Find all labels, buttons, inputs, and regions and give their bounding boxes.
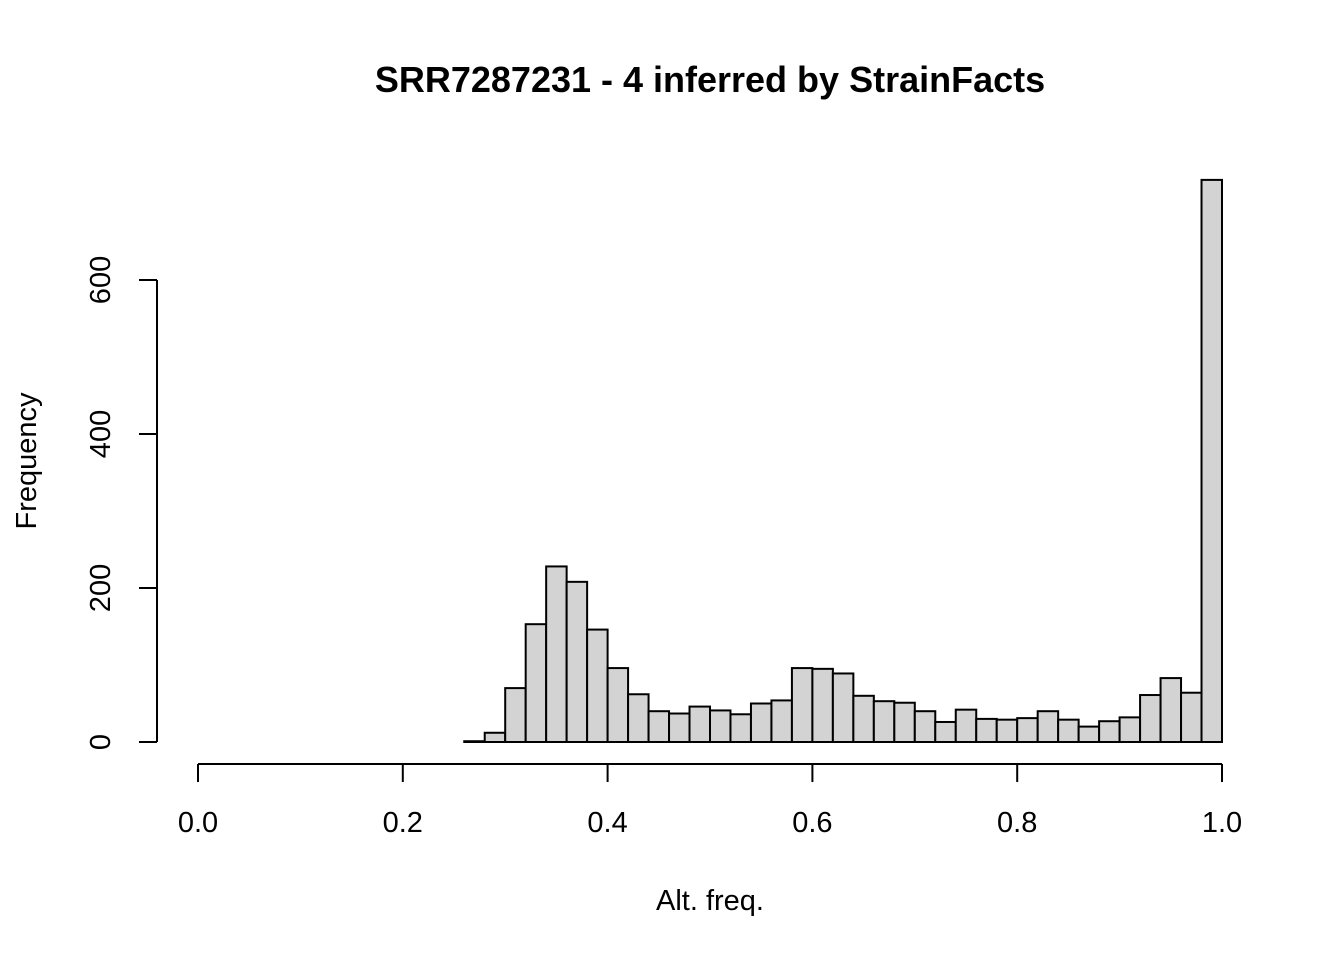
histogram-bar — [1180, 691, 1203, 743]
chart-title: SRR7287231 - 4 inferred by StrainFacts — [375, 59, 1045, 100]
y-tick-label: 600 — [85, 256, 117, 304]
histogram-bar — [811, 667, 834, 743]
histogram-bar — [565, 580, 589, 744]
x-tick-label: 0.6 — [792, 807, 832, 839]
histogram-bar — [954, 708, 978, 743]
histogram-bar — [586, 628, 609, 744]
histogram-bar — [668, 712, 691, 744]
x-axis: 0.0 0.2 0.4 0.6 0.8 1.0 — [178, 763, 1242, 839]
histogram-bar — [995, 718, 1019, 743]
y-axis-label: Frequency — [11, 392, 43, 530]
histogram-bar — [647, 710, 671, 744]
histogram-bar — [606, 667, 630, 744]
histogram-bar — [1077, 725, 1101, 743]
histogram-bar — [1118, 716, 1142, 743]
histogram-bar — [852, 694, 875, 743]
histogram-bar — [1036, 710, 1060, 744]
histogram-bar — [729, 713, 752, 744]
x-tick-label: 0.2 — [383, 807, 423, 839]
histogram-bar — [1200, 178, 1224, 743]
histogram-bar — [483, 731, 507, 744]
histogram-bar — [893, 701, 916, 743]
histogram-bar — [975, 717, 998, 744]
histogram-bar — [709, 709, 732, 743]
histogram-bar — [913, 710, 937, 744]
x-tick-label: 0.4 — [587, 807, 627, 839]
histogram-bar — [790, 667, 814, 744]
histogram-bar — [1057, 718, 1080, 743]
histogram-bar — [1159, 677, 1183, 744]
histogram-bar — [504, 687, 527, 743]
histogram-bar — [749, 702, 773, 743]
histogram-bar — [1098, 720, 1121, 744]
y-tick-label: 400 — [85, 410, 117, 458]
histogram-bar — [627, 693, 650, 744]
x-tick-label: 0.8 — [997, 807, 1037, 839]
x-axis-label: Alt. freq. — [656, 885, 764, 917]
bars-group — [463, 178, 1224, 744]
histogram-bar — [831, 672, 855, 743]
y-axis: 0 200 400 600 — [85, 256, 158, 750]
y-tick-label: 200 — [85, 564, 117, 612]
x-tick-label: 0.0 — [178, 807, 218, 839]
histogram-bar — [770, 699, 793, 743]
x-tick-label: 1.0 — [1202, 807, 1242, 839]
histogram-bar — [1139, 694, 1162, 744]
histogram-bar — [872, 700, 896, 744]
histogram-bar — [1016, 717, 1039, 744]
histogram-bar — [934, 720, 957, 743]
y-tick-label: 0 — [85, 734, 117, 750]
histogram-bar — [688, 705, 712, 744]
histogram-bar — [524, 623, 548, 743]
histogram-bar — [545, 565, 568, 743]
histogram-bar — [463, 740, 486, 743]
